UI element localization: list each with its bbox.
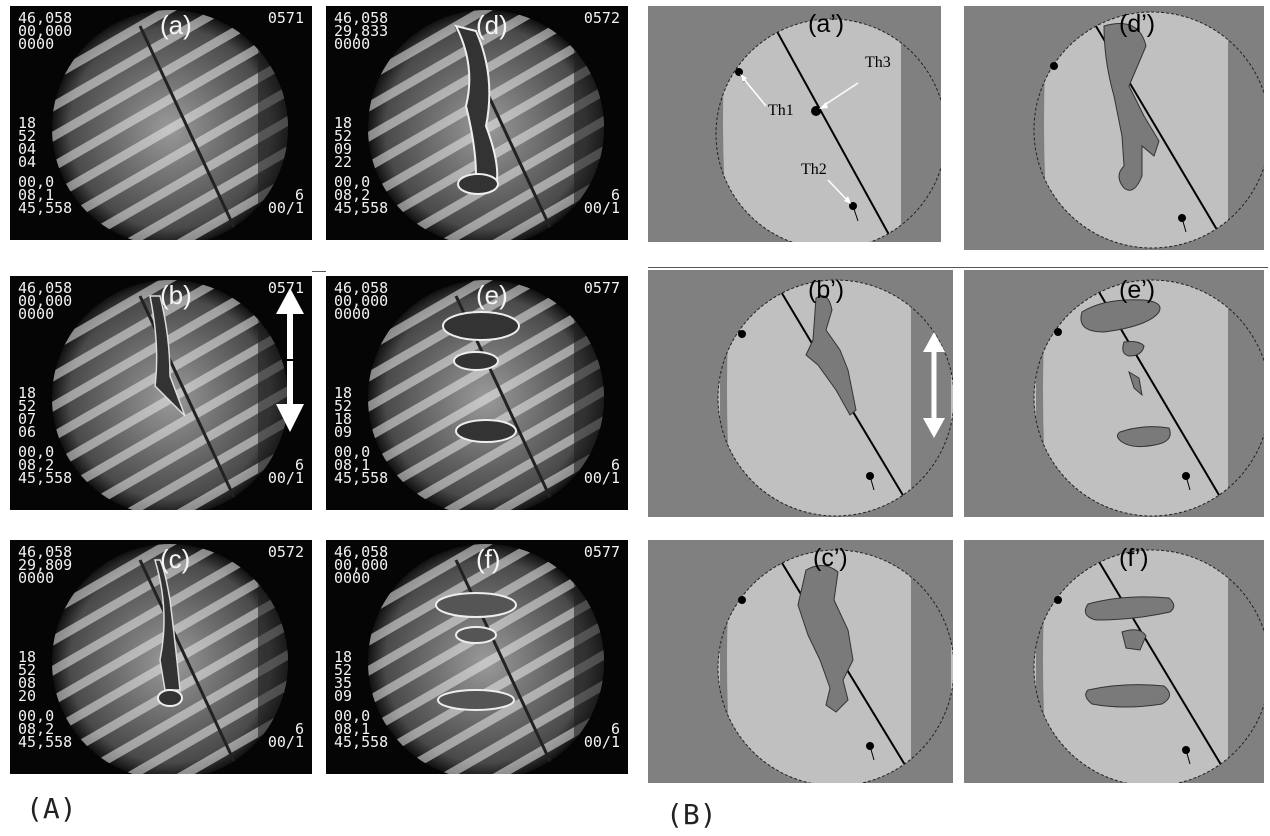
osd-top-left: 46,058 29,833 0000 (334, 9, 389, 53)
separator-line (312, 271, 326, 272)
double-arrow-icon (923, 332, 945, 438)
photo-panel-f: 46,058 00,000 0000 18 52 35 09 00,0 08,1… (326, 540, 628, 774)
sketch-panel-f-prime: (f’) (964, 540, 1264, 783)
osd-bottom-right: 6 00/1 (583, 186, 620, 217)
th1-label: Th1 (768, 102, 794, 119)
panel-label: (f’) (1119, 544, 1149, 572)
osd-bottom-left: 00,0 08,1 45,558 (334, 443, 389, 487)
osd-top-left: 46,058 29,809 0000 (18, 543, 73, 587)
sketch-panel-a-prime: (a’) Th1 Th2 Th3 (648, 6, 941, 242)
osd-top-right: 0572 (267, 543, 304, 561)
sketch-panel-c-prime: (c’) (648, 540, 953, 783)
fringe-photo (368, 10, 604, 240)
osd-mid-left: 18 52 04 04 (18, 114, 37, 171)
osd-bottom-right: 6 00/1 (267, 720, 304, 751)
fringe-photo (52, 280, 304, 510)
panel-label: (d’) (1119, 10, 1156, 38)
osd-bottom-left: 00,0 08,2 45,558 (334, 173, 389, 217)
group-label-b: (B) (666, 798, 717, 831)
photo-panel-b: 46,058 00,000 0000 18 52 07 06 00,0 08,2… (10, 276, 312, 510)
osd-top-left: 46,058 00,000 0000 (18, 9, 73, 53)
separator-line (648, 267, 1268, 268)
osd-top-right: 0577 (583, 279, 620, 297)
osd-mid-left: 18 52 35 09 (334, 648, 353, 705)
osd-bottom-left: 00,0 08,2 45,558 (18, 707, 73, 751)
osd-top-right: 0577 (583, 543, 620, 561)
panel-label: (b’) (808, 276, 845, 304)
schematic-diagram (717, 279, 953, 517)
osd-bottom-left: 00,0 08,1 45,558 (18, 173, 73, 217)
osd-mid-left: 18 52 07 06 (18, 384, 37, 441)
osd-bottom-right: 6 00/1 (583, 456, 620, 487)
photo-panel-a: 46,058 00,000 0000 18 52 04 04 00,0 08,1… (10, 6, 312, 240)
schematic-diagram (717, 549, 953, 783)
osd-mid-left: 18 52 08 20 (18, 648, 37, 705)
sketch-panel-d-prime: (d’) (964, 6, 1264, 250)
fringe-photo (368, 280, 604, 510)
sketch-panel-e-prime: (e’) (964, 270, 1264, 517)
photo-panel-c: 46,058 29,809 0000 18 52 08 20 00,0 08,2… (10, 540, 312, 774)
osd-top-right: 0572 (583, 9, 620, 27)
schematic-diagram (1033, 11, 1264, 249)
fringe-photo (368, 544, 604, 774)
panel-label: (f) (476, 544, 501, 574)
osd-bottom-left: 00,0 08,2 45,558 (18, 443, 73, 487)
fringe-photo (52, 10, 288, 240)
osd-bottom-right: 6 00/1 (583, 720, 620, 751)
fringe-photo (52, 544, 288, 774)
photo-panel-e: 46,058 00,000 0000 18 52 18 09 00,0 08,1… (326, 276, 628, 510)
panel-label: (b) (160, 280, 192, 310)
panel-label: (a’) (808, 10, 845, 38)
panel-label: (e’) (1119, 276, 1156, 304)
osd-mid-left: 18 52 18 09 (334, 384, 353, 441)
osd-bottom-right: 6 00/1 (267, 186, 304, 217)
schematic-diagram (1033, 549, 1264, 783)
osd-top-left: 46,058 00,000 0000 (334, 279, 389, 323)
osd-bottom-left: 00,0 08,1 45,558 (334, 707, 389, 751)
group-label-a: (A) (26, 792, 77, 825)
osd-bottom-right: 6 00/1 (267, 456, 304, 487)
panel-label: (c) (160, 544, 191, 574)
osd-top-left: 46,058 00,000 0000 (334, 543, 389, 587)
schematic-diagram (715, 18, 941, 242)
photo-panel-d: 46,058 29,833 0000 18 52 09 22 00,0 08,2… (326, 6, 628, 240)
osd-top-left: 46,058 00,000 0000 (18, 279, 73, 323)
panel-label: (e) (476, 280, 508, 310)
schematic-diagram (1033, 279, 1264, 517)
osd-mid-left: 18 52 09 22 (334, 114, 353, 171)
double-arrow-icon (276, 288, 304, 432)
osd-top-right: 0571 (267, 9, 304, 27)
panel-label: (d) (476, 10, 508, 40)
osd-top-right: 0571 (267, 279, 304, 297)
th2-label: Th2 (801, 161, 827, 178)
panel-label: (c’) (813, 544, 848, 572)
th3-label: Th3 (865, 54, 891, 71)
sketch-panel-b-prime: (b’) (648, 270, 953, 517)
panel-label: (a) (160, 10, 192, 40)
